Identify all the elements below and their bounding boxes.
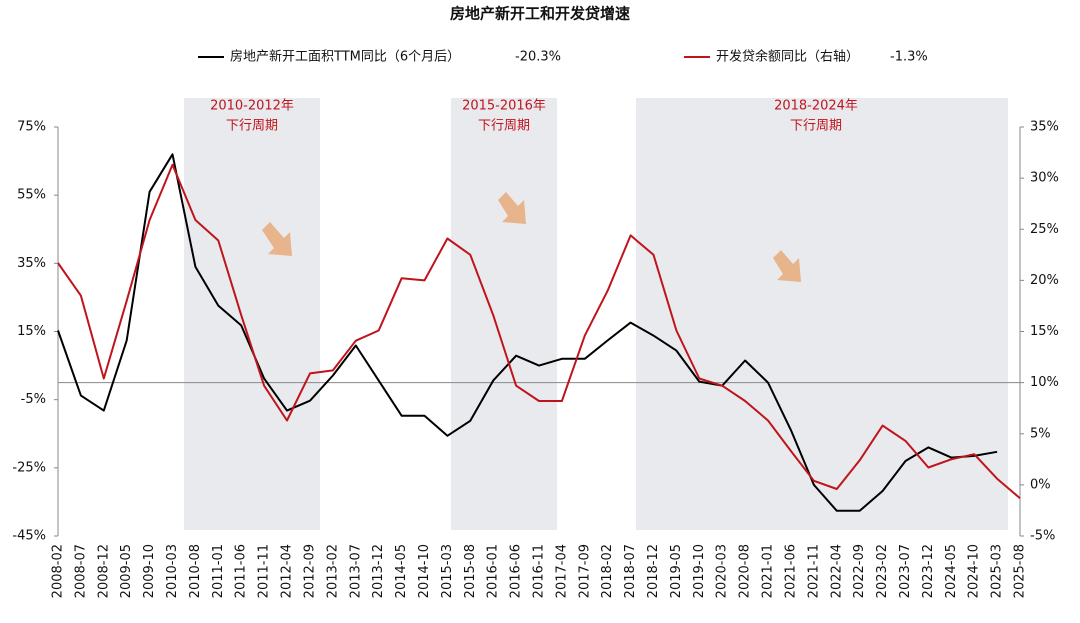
y2-tick-label: 25% xyxy=(1030,222,1059,237)
x-tick-label: 2020-08 xyxy=(738,544,753,598)
y-tick-label: 75% xyxy=(17,120,46,135)
x-tick-label: 2023-02 xyxy=(875,544,890,598)
y-tick-label: -45% xyxy=(12,529,46,544)
x-tick-label: 2013-07 xyxy=(348,544,363,598)
legend-label: 开发贷余额同比（右轴） xyxy=(716,49,859,65)
x-tick-label: 2025-03 xyxy=(990,544,1005,598)
x-tick-label: 2011-11 xyxy=(257,544,272,598)
x-tick-label: 2020-03 xyxy=(715,544,730,598)
legend-value: -20.3% xyxy=(515,50,561,65)
annotation: 下行周期 xyxy=(226,119,278,134)
x-tick-label: 2009-10 xyxy=(142,544,157,598)
x-tick-label: 2023-12 xyxy=(921,544,936,598)
x-tick-label: 2019-05 xyxy=(669,544,684,598)
x-tick-label: 2016-01 xyxy=(486,544,501,598)
x-tick-label: 2011-01 xyxy=(211,544,226,598)
arrow xyxy=(498,192,526,224)
x-tick-label: 2010-08 xyxy=(188,544,203,598)
arrows xyxy=(262,192,801,282)
shade xyxy=(636,98,1008,530)
x-tick-label: 2008-12 xyxy=(96,544,111,598)
y2-tick-label: 15% xyxy=(1030,324,1059,339)
chart-title: 房地产新开工和开发贷增速 xyxy=(450,5,630,23)
x-tick-label: 2016-06 xyxy=(509,544,524,598)
x-tick-label: 2011-06 xyxy=(234,544,249,598)
series-line xyxy=(57,153,998,512)
x-tick-label: 2013-02 xyxy=(325,544,340,598)
x-tick-label: 2018-02 xyxy=(600,544,615,598)
x-tick-label: 2024-10 xyxy=(967,544,982,598)
x-tick-label: 2022-09 xyxy=(852,544,867,598)
y2-tick-label: 10% xyxy=(1030,375,1059,390)
x-tick-label: 2018-12 xyxy=(646,544,661,598)
y-tick-label: 55% xyxy=(17,188,46,203)
x-tick-label: 2016-11 xyxy=(532,544,547,598)
y-tick-label: -5% xyxy=(21,392,46,407)
x-tick-label: 2008-07 xyxy=(73,544,88,598)
annotation: 下行周期 xyxy=(478,119,530,134)
y2-tick-label: -5% xyxy=(1030,529,1055,544)
y-tick-label: 35% xyxy=(17,256,46,271)
x-tick-label: 2017-09 xyxy=(577,544,592,598)
shade xyxy=(184,98,320,530)
x-tick-label: 2008-02 xyxy=(51,544,66,598)
y2-tick-label: 0% xyxy=(1030,477,1051,492)
x-tick-label: 2018-07 xyxy=(623,544,638,598)
y2-tick-label: 35% xyxy=(1030,120,1059,135)
x-tick-label: 2014-05 xyxy=(394,544,409,598)
arrow xyxy=(262,222,292,256)
x-tick-label: 2010-03 xyxy=(165,544,180,598)
x-tick-label: 2023-07 xyxy=(898,544,913,598)
x-tick-label: 2019-10 xyxy=(692,544,707,598)
arrow xyxy=(773,250,801,282)
x-tick-label: 2012-09 xyxy=(302,544,317,598)
y2-tick-label: 30% xyxy=(1030,171,1059,186)
x-tick-label: 2025-08 xyxy=(1013,544,1028,598)
y-tick-label: 15% xyxy=(17,324,46,339)
shade xyxy=(451,98,557,530)
legend-value: -1.3% xyxy=(890,50,928,65)
x-tick-label: 2009-05 xyxy=(119,544,134,598)
x-tick-label: 2021-06 xyxy=(783,544,798,598)
annotation: 2015-2016年 xyxy=(462,99,546,114)
legend-label: 房地产新开工面积TTM同比（6个月后） xyxy=(230,49,460,65)
x-tick-label: 2015-08 xyxy=(463,544,478,598)
annotation: 2018-2024年 xyxy=(774,99,858,114)
annotation: 2010-2012年 xyxy=(210,99,294,114)
annotation: 下行周期 xyxy=(790,119,842,134)
x-tick-label: 2022-04 xyxy=(829,544,844,598)
x-tick-label: 2013-12 xyxy=(371,544,386,598)
x-tick-label: 2021-11 xyxy=(806,544,821,598)
x-tick-label: 2017-04 xyxy=(554,544,569,598)
x-tick-label: 2012-04 xyxy=(280,544,295,598)
series-line xyxy=(57,163,1021,499)
y2-tick-label: 5% xyxy=(1030,426,1051,441)
x-tick-label: 2015-03 xyxy=(440,544,455,598)
x-tick-label: 2014-10 xyxy=(417,544,432,598)
y2-tick-label: 20% xyxy=(1030,273,1059,288)
x-tick-label: 2024-05 xyxy=(944,544,959,598)
x-tick-label: 2021-01 xyxy=(761,544,776,598)
y-tick-label: -25% xyxy=(12,460,46,475)
